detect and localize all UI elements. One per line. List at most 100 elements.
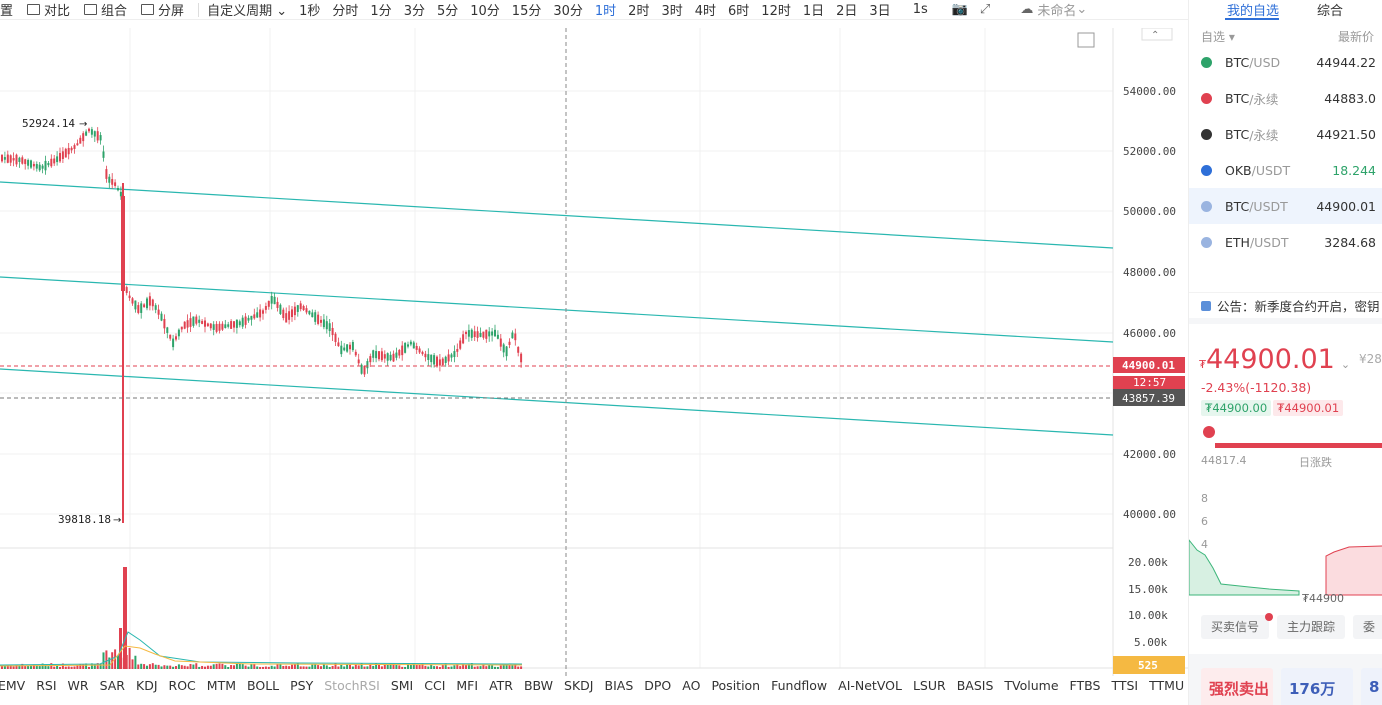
list-item[interactable]: BTC/USDT 44900.01 [1189, 188, 1382, 224]
period-6h[interactable]: 6时 [728, 4, 750, 19]
collapse-button[interactable] [1141, 28, 1173, 41]
channel-upper-line[interactable] [0, 181, 1114, 249]
candle-body [212, 324, 215, 330]
volume-bar [334, 663, 337, 669]
indicator-tab-rsi[interactable]: RSI [36, 677, 57, 693]
volume-bar [241, 663, 244, 669]
channel-lower-line[interactable] [0, 368, 1114, 436]
period-15m[interactable]: 15分 [511, 4, 542, 19]
candle-body [485, 329, 488, 339]
strong-sell-card[interactable]: 强烈卖出 [1201, 668, 1273, 705]
indicator-tab-mtm[interactable]: MTM [206, 677, 236, 693]
volume-bar [349, 664, 351, 669]
indicator-tab-ttsi[interactable]: TTSI [1111, 677, 1139, 693]
period-30m[interactable]: 30分 [553, 4, 583, 19]
period-3d[interactable]: 3日 [869, 4, 891, 19]
tab-orders[interactable]: 委 [1353, 615, 1382, 639]
period-2h[interactable]: 2时 [628, 4, 650, 19]
indicator-tab-skdj[interactable]: SKDJ [564, 677, 594, 693]
chevron-up-icon: ⌃ [1151, 30, 1159, 41]
list-item[interactable]: BTC/永续 44883.0 [1189, 80, 1382, 116]
indicator-tab-ao[interactable]: AO [682, 677, 701, 693]
period-5m[interactable]: 5分 [436, 4, 459, 19]
period-2d[interactable]: 2日 [836, 4, 858, 19]
indicator-tab-lsur[interactable]: LSUR [912, 677, 946, 693]
tab-whale-tracking[interactable]: 主力跟踪 [1277, 615, 1346, 639]
list-item[interactable]: BTC/永续 44921.50 [1189, 116, 1382, 152]
volume-bar [56, 665, 59, 669]
latest-price-header[interactable]: 最新价 [1337, 29, 1374, 44]
tab-watchlist[interactable]: 我的自选 [1227, 4, 1280, 19]
candle-body [35, 164, 38, 169]
compare-tool[interactable]: 对比 [27, 0, 70, 19]
list-item[interactable]: ETH/USDT 3284.68 [1189, 224, 1382, 260]
interval-selector[interactable]: 1s [912, 2, 928, 17]
indicator-tab-sar[interactable]: SAR [99, 677, 125, 693]
custom-period-dropdown[interactable]: 自定义周期 ⌄ [207, 0, 287, 19]
candle-body [450, 354, 453, 358]
indicator-tab-stochrsi[interactable]: StochRSI [324, 677, 380, 693]
camera-icon[interactable]: 📷 [951, 2, 968, 17]
indicator-tab-basis[interactable]: BASIS [956, 677, 994, 693]
watchlist-filter[interactable]: 自选 ▾ [1201, 28, 1235, 45]
volume-bar [93, 664, 96, 669]
indicator-tab-boll[interactable]: BOLL [247, 677, 280, 693]
count-card[interactable]: 8 [1361, 668, 1382, 705]
chart-canvas[interactable]: 54000.00 52000.00 50000.00 48000.00 4600… [0, 28, 1188, 676]
indicator-tab-ftbs[interactable]: FTBS [1069, 677, 1101, 693]
period-3h[interactable]: 3时 [661, 4, 683, 19]
kline-chart[interactable]: 54000.00 52000.00 50000.00 48000.00 4600… [0, 28, 1188, 676]
trend-channel[interactable] [0, 181, 1114, 436]
period-1s[interactable]: 1秒 [299, 4, 321, 19]
period-1d[interactable]: 1日 [802, 4, 825, 19]
indicator-tab-wr[interactable]: WR [67, 677, 89, 693]
period-1m[interactable]: 1分 [370, 4, 392, 19]
volume-bar [70, 666, 73, 669]
cloud-icon[interactable]: ☁ [1020, 2, 1034, 17]
indicator-tab-kdj[interactable]: KDJ [136, 677, 158, 693]
indicator-tab-psy[interactable]: PSY [290, 677, 314, 693]
indicator-tab-emv[interactable]: EMV [0, 677, 26, 693]
indicator-tab-ttmu[interactable]: TTMU [1149, 677, 1185, 693]
indicator-tab-bias[interactable]: BIAS [604, 677, 634, 693]
period-4h[interactable]: 4时 [694, 4, 717, 19]
split-screen-tool[interactable]: 分屏 [141, 0, 184, 19]
list-item[interactable]: BTC/USD 44944.22 [1189, 44, 1382, 80]
indicator-tab-bbw[interactable]: BBW [523, 677, 554, 693]
candle-body [386, 353, 389, 361]
candle-body [389, 354, 392, 361]
indicator-tab-fundflow[interactable]: Fundflow [771, 677, 828, 693]
list-item[interactable]: OKB/USDT 18.244 [1189, 152, 1382, 188]
volume-card[interactable]: 176万 [1281, 668, 1353, 705]
period-3m[interactable]: 3分 [403, 4, 425, 19]
period-10m[interactable]: 10分 [470, 4, 500, 19]
expand-icon[interactable] [1077, 32, 1095, 48]
tab-overview[interactable]: 综合 [1317, 4, 1344, 19]
chevron-down-icon[interactable]: ⌄ [1340, 358, 1351, 371]
indicator-tab-ai-netvol[interactable]: AI-NetVOL [838, 677, 902, 693]
depth-chart[interactable]: 8 6 4 2 [1189, 490, 1382, 600]
channel-mid-line[interactable] [0, 276, 1114, 343]
indicator-tab-tvolume[interactable]: TVolume [1004, 677, 1059, 693]
tab-buy-sell-signal[interactable]: 买卖信号 [1201, 613, 1274, 639]
indicator-tab-position[interactable]: Position [711, 677, 761, 693]
candle-body [401, 345, 404, 356]
tool-label: 分屏 [158, 4, 185, 19]
announcement-bar[interactable]: 公告：新季度合约开启，密钥 [1189, 292, 1382, 324]
volume-bar [175, 666, 177, 669]
indicator-tab-cci[interactable]: CCI [424, 677, 446, 693]
indicator-tab-dpo[interactable]: DPO [644, 677, 672, 693]
fullscreen-icon[interactable]: ⤢ [979, 2, 991, 17]
layout-name[interactable]: 未命名 [1037, 4, 1077, 19]
indicator-tab-roc[interactable]: ROC [168, 677, 196, 693]
symbol: ETH [1225, 234, 1250, 250]
settings-tool[interactable]: 置 [0, 0, 13, 19]
period-12h[interactable]: 12时 [761, 4, 791, 19]
volume-bar [438, 666, 441, 669]
indicator-tab-atr[interactable]: ATR [489, 677, 513, 693]
indicator-tab-smi[interactable]: SMI [390, 677, 414, 693]
combine-tool[interactable]: 组合 [84, 0, 127, 19]
period-1h[interactable]: 1时 [594, 4, 617, 19]
indicator-tab-mfi[interactable]: MFI [456, 677, 479, 693]
period-timeshare[interactable]: 分时 [332, 4, 359, 19]
